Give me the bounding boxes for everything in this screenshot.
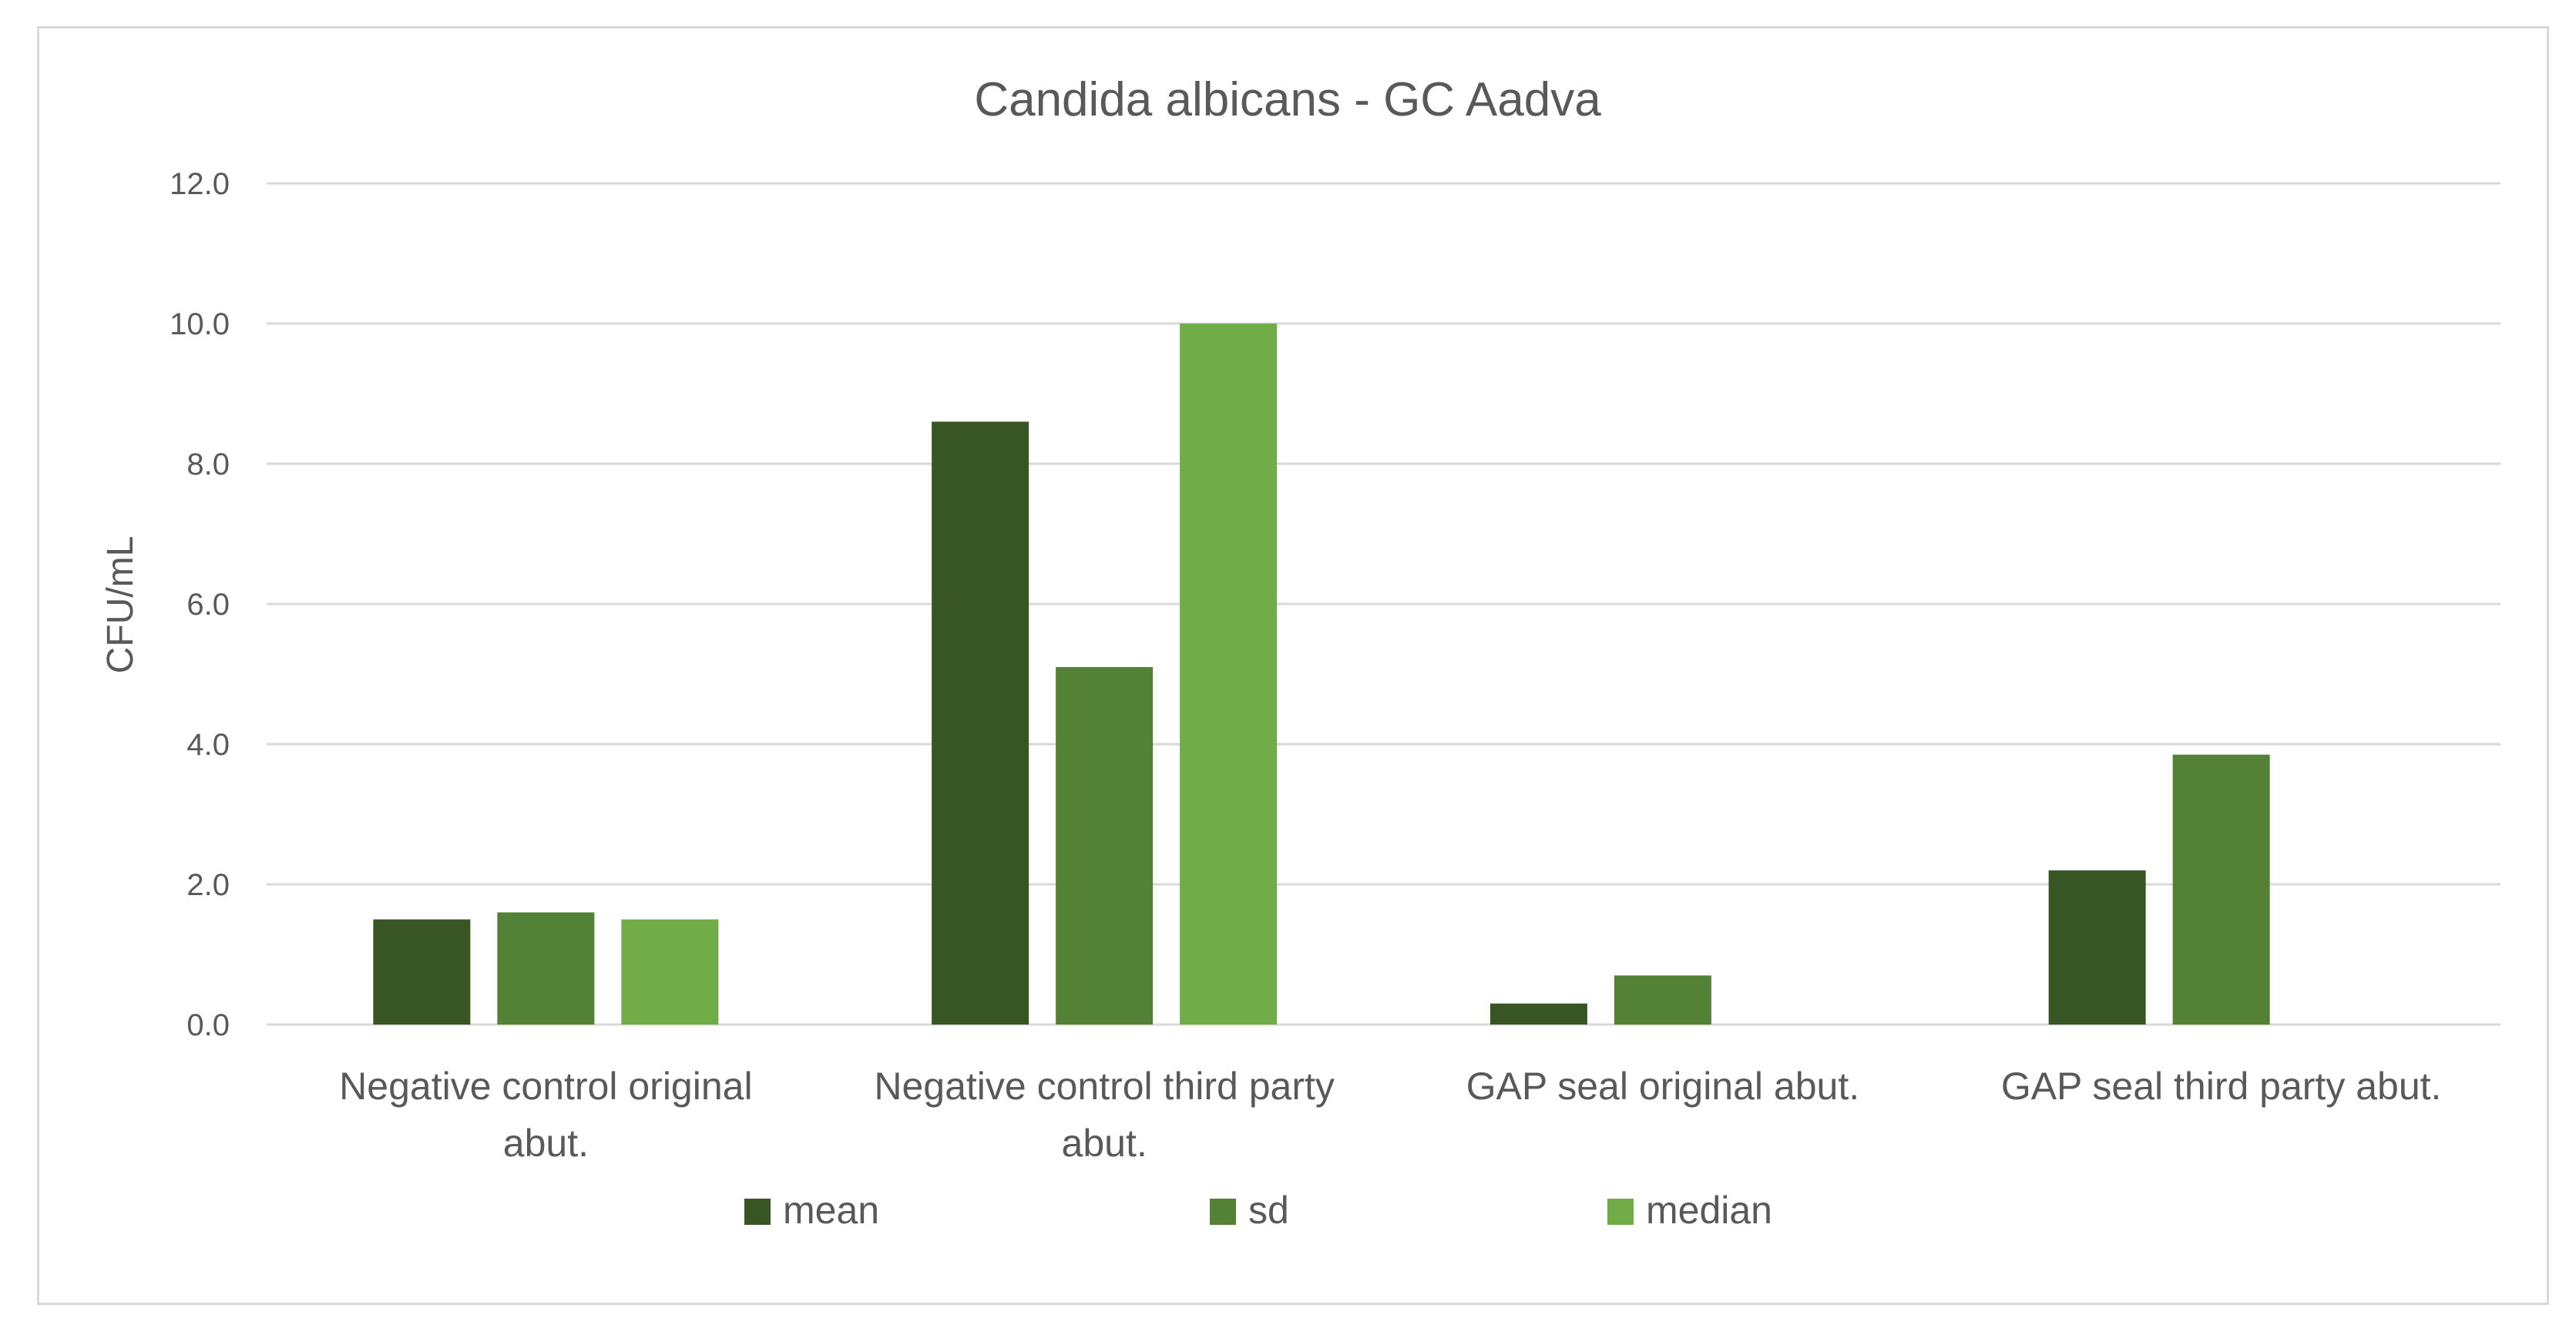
- bar-mean: [2048, 870, 2146, 1025]
- bar-sd: [1614, 975, 1711, 1025]
- x-category-label: abut.: [1062, 1122, 1147, 1165]
- legend-swatch-sd: [1210, 1199, 1236, 1225]
- gridlines: [267, 182, 2500, 1026]
- x-category-label: abut.: [503, 1122, 589, 1165]
- legend-label-mean: mean: [783, 1189, 879, 1232]
- bars: [373, 324, 2270, 1025]
- chart-frame: [37, 26, 2549, 1305]
- y-axis-title: CFU/mL: [100, 536, 141, 674]
- y-tick-label: 10.0: [170, 307, 230, 341]
- bar-median: [1180, 324, 1278, 1025]
- y-tick-label: 4.0: [186, 728, 230, 762]
- y-tick-label: 2.0: [186, 868, 230, 902]
- bar-mean: [1490, 1003, 1587, 1025]
- bar-sd: [2172, 754, 2270, 1025]
- bar-mean: [373, 919, 471, 1025]
- x-axis-categories: Negative control original abut. Negative c…: [339, 1065, 2441, 1165]
- legend-swatch-median: [1607, 1199, 1634, 1225]
- legend-label-median: median: [1646, 1189, 1772, 1232]
- bar-sd: [1056, 666, 1154, 1025]
- bar-median: [621, 919, 719, 1025]
- y-tick-label: 6.0: [186, 588, 230, 622]
- x-category-label: GAP seal original abut.: [1466, 1065, 1860, 1108]
- chart-title: Candida albicans - GC Aadva: [974, 73, 1601, 126]
- x-category-label: Negative control third party: [874, 1065, 1335, 1108]
- bar-mean: [932, 421, 1029, 1025]
- y-axis-ticks: 0.0 2.0 4.0 6.0 8.0 10.0 12.0: [170, 167, 230, 1042]
- y-tick-label: 8.0: [186, 448, 230, 481]
- legend: mean sd median: [744, 1189, 1772, 1232]
- legend-label-sd: sd: [1248, 1189, 1289, 1232]
- y-tick-label: 0.0: [186, 1008, 230, 1042]
- y-tick-label: 12.0: [170, 167, 230, 201]
- bar-sd: [497, 912, 595, 1025]
- legend-swatch-mean: [744, 1199, 771, 1225]
- x-category-label: Negative control original: [339, 1065, 752, 1108]
- x-category-label: GAP seal third party abut.: [2001, 1065, 2442, 1108]
